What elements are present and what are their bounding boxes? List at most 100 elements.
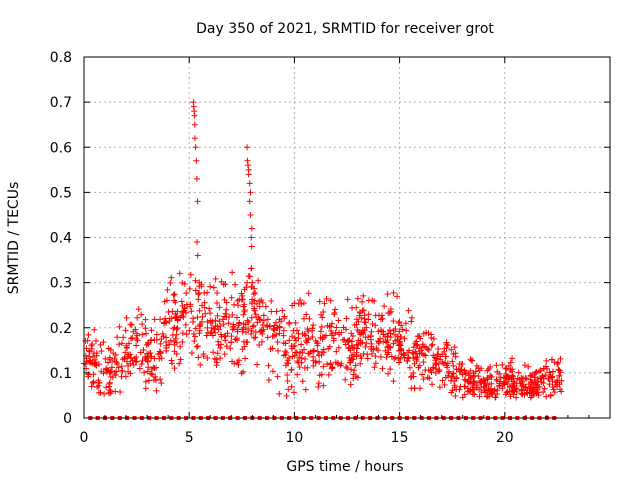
data-point	[256, 341, 263, 348]
data-point	[213, 359, 220, 366]
data-point	[328, 365, 335, 372]
data-point	[179, 330, 186, 337]
data-point	[390, 327, 397, 334]
data-point	[142, 354, 149, 361]
data-point	[127, 321, 134, 328]
data-point	[499, 361, 506, 368]
data-point	[201, 299, 208, 306]
data-point	[139, 321, 146, 328]
data-point	[361, 327, 368, 334]
data-point	[482, 389, 489, 396]
data-point	[464, 388, 471, 395]
data-point	[500, 380, 507, 387]
data-point	[191, 121, 198, 128]
data-point	[132, 358, 139, 365]
data-point	[239, 292, 246, 299]
data-point	[188, 350, 195, 357]
data-point	[281, 313, 288, 320]
data-point	[282, 362, 289, 369]
data-point	[231, 301, 238, 308]
data-point	[302, 355, 309, 362]
data-point	[379, 315, 386, 322]
data-point	[123, 314, 130, 321]
data-point	[213, 356, 220, 363]
data-point	[315, 352, 322, 359]
data-point	[269, 333, 276, 340]
data-point	[484, 367, 491, 374]
data-point	[117, 389, 124, 396]
data-point	[426, 375, 433, 382]
data-point	[211, 325, 218, 332]
data-point	[168, 274, 175, 281]
data-point	[257, 316, 264, 323]
data-point	[282, 348, 289, 355]
y-tick-label: 0.2	[50, 321, 72, 337]
data-point	[328, 320, 335, 327]
data-point	[449, 387, 456, 394]
data-point	[173, 331, 180, 338]
data-point	[382, 347, 389, 354]
data-point	[396, 359, 403, 366]
data-point	[323, 295, 330, 302]
data-point	[104, 359, 111, 366]
data-point	[493, 376, 500, 383]
data-point	[198, 318, 205, 325]
data-point	[542, 372, 549, 379]
data-point	[173, 339, 180, 346]
data-point	[509, 355, 516, 362]
data-point	[293, 349, 300, 356]
data-point	[170, 291, 177, 298]
data-point	[120, 334, 127, 341]
data-point	[325, 371, 332, 378]
data-point	[385, 330, 392, 337]
data-point	[216, 304, 223, 311]
data-point	[338, 329, 345, 336]
data-point	[196, 283, 203, 290]
data-point	[537, 367, 544, 374]
data-point	[275, 347, 282, 354]
data-point	[134, 332, 141, 339]
data-point	[159, 330, 166, 337]
data-point	[272, 331, 279, 338]
data-point	[365, 316, 372, 323]
data-point	[546, 369, 553, 376]
data-point	[540, 389, 547, 396]
data-point	[114, 360, 121, 367]
data-point	[269, 368, 276, 375]
data-point	[385, 370, 392, 377]
data-point	[212, 275, 219, 282]
data-point	[328, 327, 335, 334]
data-point	[145, 364, 152, 371]
data-point	[199, 302, 206, 309]
data-point	[466, 388, 473, 395]
data-point	[141, 369, 148, 376]
data-point	[130, 361, 137, 368]
data-point	[265, 377, 272, 384]
data-point	[335, 344, 342, 351]
data-point	[283, 392, 290, 399]
data-point	[511, 380, 518, 387]
data-point	[128, 354, 135, 361]
data-point	[133, 358, 140, 365]
data-point	[549, 373, 556, 380]
data-point	[88, 383, 95, 390]
data-point	[349, 344, 356, 351]
data-point	[110, 350, 117, 357]
data-point	[280, 327, 287, 334]
data-point	[85, 373, 92, 380]
data-point	[321, 300, 328, 307]
data-point	[102, 355, 109, 362]
data-point	[396, 318, 403, 325]
data-point	[91, 361, 98, 368]
data-point	[85, 331, 92, 338]
data-point	[230, 324, 237, 331]
data-point	[527, 373, 534, 380]
data-point	[472, 368, 479, 375]
grid-lines	[84, 57, 610, 418]
data-point	[203, 332, 210, 339]
data-point	[228, 339, 235, 346]
data-point	[251, 297, 258, 304]
data-point	[496, 370, 503, 377]
data-point	[291, 334, 298, 341]
